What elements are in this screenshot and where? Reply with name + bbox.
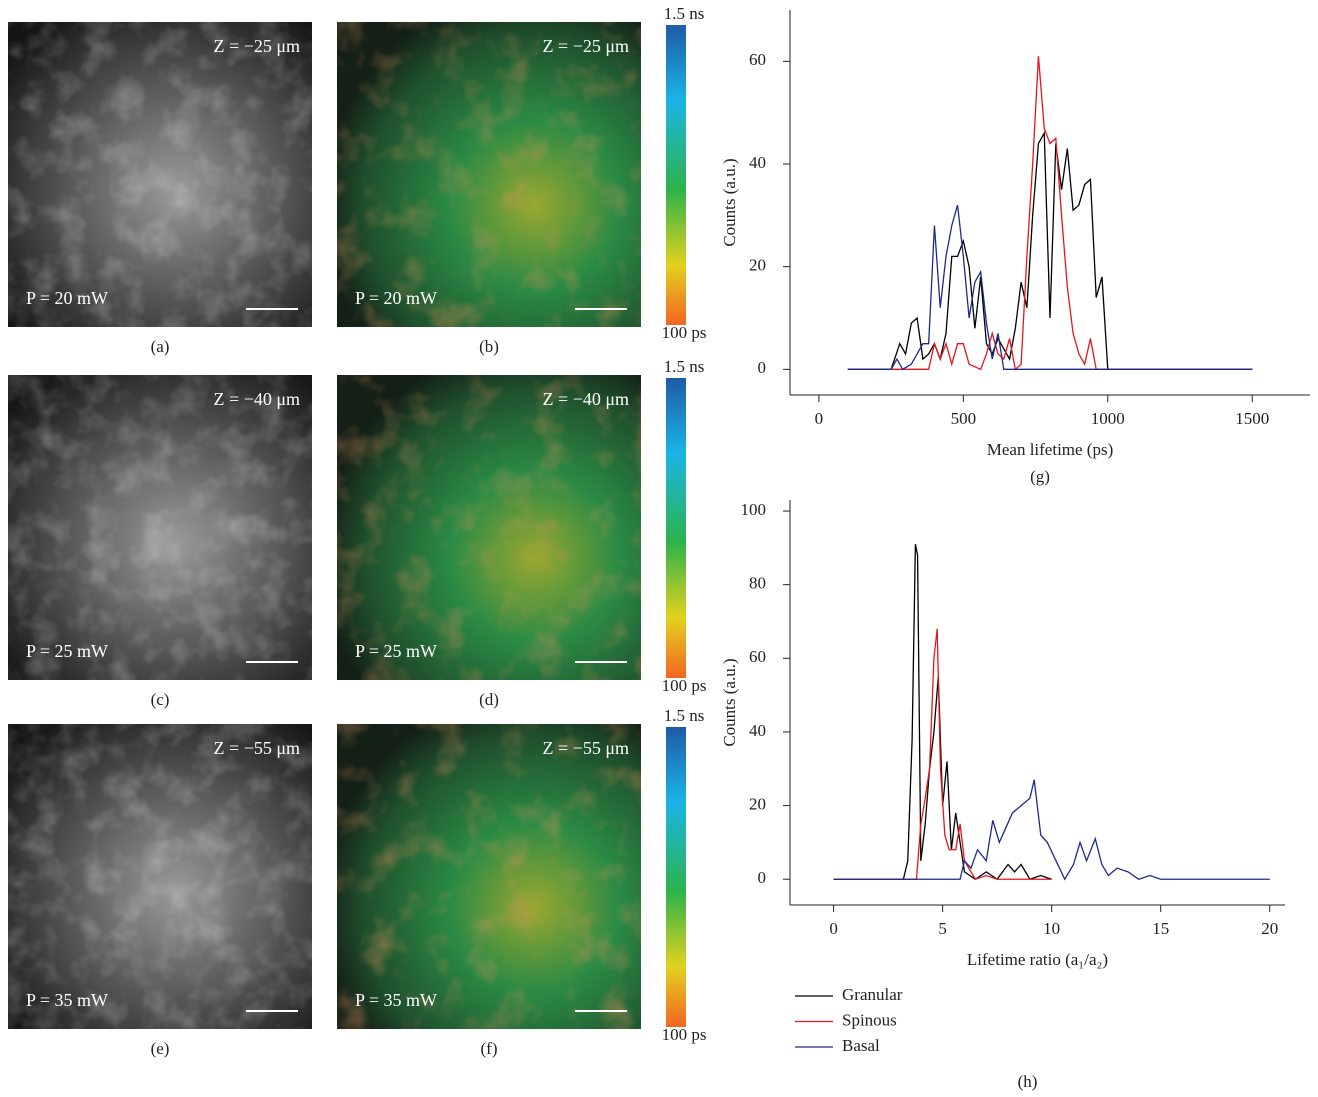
- y-axis-label: Counts (a.u.): [720, 158, 739, 246]
- series-line: [847, 56, 1253, 371]
- series-line: [847, 204, 1253, 371]
- depth-label: Z = −40 μm: [543, 389, 629, 409]
- legend-label: Spinous: [842, 1010, 897, 1029]
- y-tick-label: 40: [749, 153, 766, 172]
- y-tick-label: 0: [758, 868, 767, 887]
- y-tick-label: 60: [749, 50, 766, 69]
- y-tick-label: 40: [749, 721, 766, 740]
- colorbar-bottom: 100 ps: [662, 676, 707, 695]
- chart-caption: (h): [1018, 1072, 1038, 1091]
- power-label: P = 35 mW: [26, 990, 108, 1010]
- x-tick-label: 10: [1043, 919, 1060, 938]
- series-line: [847, 130, 1253, 370]
- panel-caption: (f): [481, 1039, 498, 1058]
- power-label: P = 20 mW: [355, 288, 437, 308]
- x-axis-label: Lifetime ratio (a₁/a₂): [967, 950, 1108, 969]
- legend-label: Granular: [842, 985, 903, 1004]
- panel-caption: (b): [479, 337, 499, 356]
- depth-label: Z = −25 μm: [214, 36, 300, 56]
- x-tick-label: 20: [1261, 919, 1278, 938]
- x-tick-label: 15: [1152, 919, 1169, 938]
- power-label: P = 35 mW: [355, 990, 437, 1010]
- texture: [8, 22, 312, 327]
- y-tick-label: 60: [749, 647, 766, 666]
- colorbar-top: 1.5 ns: [664, 4, 705, 23]
- texture: [337, 724, 641, 1029]
- colorbar-top: 1.5 ns: [664, 357, 705, 376]
- y-tick-label: 20: [749, 256, 766, 275]
- y-tick-label: 80: [749, 574, 766, 593]
- x-axis-label: Mean lifetime (ps): [987, 440, 1114, 459]
- x-tick-label: 0: [829, 919, 838, 938]
- depth-label: Z = −25 μm: [543, 36, 629, 56]
- colorbar-bottom: 100 ps: [662, 1025, 707, 1044]
- panel-caption: (c): [151, 690, 170, 709]
- panel-caption: (e): [151, 1039, 170, 1058]
- y-tick-label: 20: [749, 794, 766, 813]
- power-label: P = 20 mW: [26, 288, 108, 308]
- legend-label: Basal: [842, 1036, 880, 1055]
- x-tick-label: 0: [815, 409, 824, 428]
- colorbar: [666, 25, 686, 325]
- colorbar-top: 1.5 ns: [664, 706, 705, 725]
- panel-caption: (d): [479, 690, 499, 709]
- depth-label: Z = −55 μm: [543, 738, 629, 758]
- x-tick-label: 5: [938, 919, 947, 938]
- y-axis-label: Counts (a.u.): [720, 658, 739, 746]
- depth-label: Z = −40 μm: [214, 389, 300, 409]
- texture: [337, 375, 641, 680]
- series-line: [833, 779, 1270, 881]
- series-line: [833, 628, 1052, 881]
- panel-caption: (a): [151, 337, 170, 356]
- texture: [8, 724, 312, 1029]
- x-tick-label: 1500: [1235, 409, 1269, 428]
- texture: [8, 375, 312, 680]
- power-label: P = 25 mW: [26, 641, 108, 661]
- colorbar-bottom: 100 ps: [662, 323, 707, 342]
- power-label: P = 25 mW: [355, 641, 437, 661]
- colorbar: [666, 727, 686, 1027]
- depth-label: Z = −55 μm: [214, 738, 300, 758]
- y-tick-label: 0: [758, 358, 767, 377]
- x-tick-label: 1000: [1091, 409, 1125, 428]
- colorbar: [666, 378, 686, 678]
- x-tick-label: 500: [951, 409, 977, 428]
- texture: [337, 22, 641, 327]
- y-tick-label: 100: [741, 500, 767, 519]
- chart-caption: (g): [1030, 467, 1050, 486]
- series-line: [833, 544, 1052, 881]
